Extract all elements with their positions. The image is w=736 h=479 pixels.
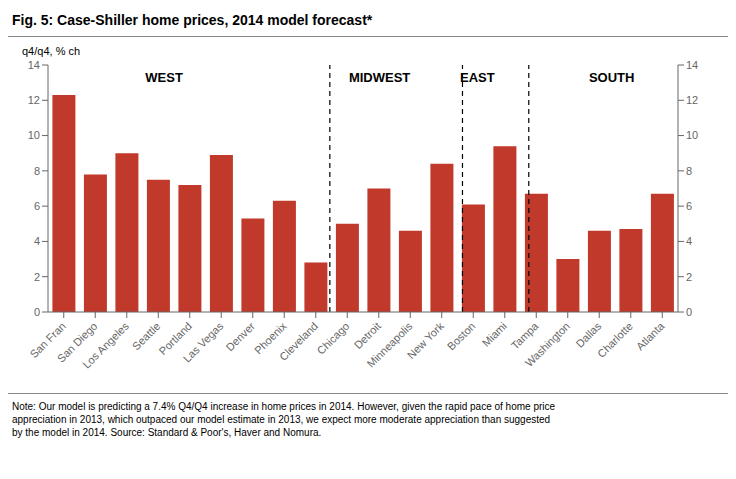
svg-text:San Fran: San Fran xyxy=(27,319,68,361)
svg-text:4: 4 xyxy=(34,235,40,247)
svg-text:14: 14 xyxy=(28,59,40,71)
svg-text:New York: New York xyxy=(405,319,447,361)
svg-text:8: 8 xyxy=(34,165,40,177)
svg-text:0: 0 xyxy=(34,306,40,318)
svg-text:2: 2 xyxy=(34,271,40,283)
svg-text:EAST: EAST xyxy=(460,70,495,85)
svg-text:10: 10 xyxy=(686,129,698,141)
html-text:Fig. 5: Case-Shiller home pric: Fig. 5: Case-Shiller home prices, 2014 m… xyxy=(12,12,373,28)
svg-text:Phoenix: Phoenix xyxy=(251,319,289,357)
svg-text:Los Angeles: Los Angeles xyxy=(80,319,131,370)
svg-text:Dallas: Dallas xyxy=(573,319,603,349)
svg-text:Charlotte: Charlotte xyxy=(595,320,635,360)
svg-text:Portland: Portland xyxy=(156,319,194,358)
svg-text:Chicago: Chicago xyxy=(314,320,351,357)
svg-text:12: 12 xyxy=(686,94,698,106)
svg-text:Minneapolis: Minneapolis xyxy=(364,319,414,369)
svg-text:Denver: Denver xyxy=(223,319,257,354)
svg-text:Cleveland: Cleveland xyxy=(277,320,320,363)
svg-text:6: 6 xyxy=(34,200,40,212)
svg-text:6: 6 xyxy=(686,200,692,212)
svg-text:14: 14 xyxy=(686,59,698,71)
svg-text:Detroit: Detroit xyxy=(351,319,383,352)
svg-text:4: 4 xyxy=(686,235,692,247)
svg-text:Seattle: Seattle xyxy=(129,319,163,353)
svg-text:SOUTH: SOUTH xyxy=(589,70,635,85)
svg-text:2: 2 xyxy=(686,271,692,283)
svg-text:Tampa: Tampa xyxy=(508,319,541,352)
html-text:Note: Our model is predicting: Note: Our model is predicting a 7.4% Q4/… xyxy=(12,401,556,438)
svg-text:WEST: WEST xyxy=(145,70,183,85)
svg-text:8: 8 xyxy=(686,165,692,177)
svg-text:10: 10 xyxy=(28,129,40,141)
svg-text:Washington: Washington xyxy=(523,320,572,369)
svg-text:Atlanta: Atlanta xyxy=(634,319,667,352)
html-text:q4/q4, % ch: q4/q4, % ch xyxy=(22,45,81,57)
svg-text:MIDWEST: MIDWEST xyxy=(349,70,410,85)
svg-text:Miami: Miami xyxy=(480,320,509,349)
svg-text:0: 0 xyxy=(686,306,692,318)
svg-text:San Diego: San Diego xyxy=(54,319,100,365)
svg-text:Las Vegas: Las Vegas xyxy=(181,319,226,364)
svg-text:12: 12 xyxy=(28,94,40,106)
svg-text:Boston: Boston xyxy=(445,320,478,353)
